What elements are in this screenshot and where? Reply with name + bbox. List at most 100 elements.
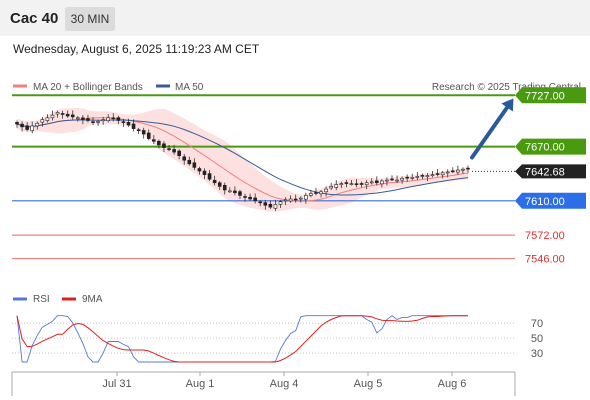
candle-body: [55, 112, 60, 115]
top-bar: Cac 40 30 MIN: [0, 0, 590, 36]
rsi-line: [16, 315, 468, 363]
current-price-label: 7642.68: [525, 166, 565, 178]
level-label-bg-target-2: [515, 87, 586, 104]
candle-body: [253, 197, 257, 202]
candle-body: [197, 168, 202, 172]
candle-body: [380, 180, 384, 185]
candle-body: [35, 122, 40, 127]
candle-body: [45, 117, 50, 121]
candle-body: [319, 191, 323, 195]
candle-body: [65, 113, 70, 117]
legend-label-ma50: MA 50: [175, 82, 204, 93]
candle-body: [263, 202, 268, 206]
x-tick-label: Aug 4: [270, 378, 299, 390]
candle-body: [157, 140, 161, 146]
candle-body: [192, 162, 197, 168]
candle-body: [324, 188, 328, 193]
candle-body: [273, 204, 278, 209]
candle-body: [369, 181, 374, 184]
candle-body: [91, 121, 95, 123]
candle-body: [415, 176, 420, 178]
candle-body: [121, 121, 126, 123]
candle-body: [182, 156, 187, 161]
candle-body: [339, 183, 344, 185]
rsi-level-label: 50: [531, 333, 543, 345]
candle-body: [60, 113, 65, 115]
forecast-arrow-shaft: [470, 101, 512, 160]
level-label-pivot: 7610.00: [525, 196, 565, 208]
candle-body: [420, 175, 425, 177]
level-label-target-1: 7670.00: [525, 142, 565, 154]
rsi-ma-line: [16, 315, 468, 363]
legend-label-ma20: MA 20 + Bollinger Bands: [33, 82, 143, 93]
level-label-bg-pivot: [515, 192, 586, 209]
candle-body: [450, 170, 455, 173]
candle-body: [86, 118, 90, 121]
candle-body: [293, 198, 298, 201]
candle-body: [258, 201, 263, 204]
bollinger-band: [17, 108, 468, 212]
candle-body: [298, 197, 303, 200]
x-tick-label: Aug 6: [438, 378, 467, 390]
candle-body: [400, 177, 404, 181]
candle-body: [410, 177, 415, 179]
candle-body: [405, 176, 409, 179]
rsi-level-label: 70: [531, 318, 543, 330]
candle-body: [344, 182, 349, 184]
candle-body: [456, 169, 460, 173]
candle-body: [70, 114, 75, 118]
candle-body: [374, 180, 379, 184]
candle-body: [217, 182, 222, 187]
candle-body: [243, 196, 247, 198]
candle-body: [248, 196, 252, 200]
level-label-bg-target-1: [515, 138, 586, 155]
candle-body: [207, 173, 212, 180]
chart-datetime: Wednesday, August 6, 2025 11:19:23 AM CE…: [13, 42, 260, 56]
candle-body: [364, 182, 369, 186]
candle-body: [309, 193, 313, 196]
candle-body: [177, 150, 181, 157]
candle-body: [126, 122, 131, 126]
candle-body: [106, 117, 111, 121]
candle-body: [76, 117, 80, 120]
candle-body: [30, 125, 35, 131]
candle-body: [141, 130, 146, 135]
candle-body: [15, 122, 19, 125]
timeframe-button[interactable]: 30 MIN: [65, 7, 115, 31]
candle-body: [314, 192, 318, 194]
x-tick-label: Aug 5: [354, 378, 383, 390]
candle-body: [25, 125, 29, 130]
candle-body: [212, 179, 217, 184]
symbol-title: Cac 40: [10, 10, 59, 27]
candle-body: [101, 119, 105, 121]
current-price-label-bg: [515, 164, 586, 179]
candle-body: [146, 132, 151, 139]
candle-body: [116, 117, 121, 121]
candle-body: [430, 174, 435, 176]
candle-body: [435, 173, 440, 175]
candle-body: [268, 203, 273, 208]
x-tick-label: Jul 31: [102, 378, 131, 390]
candle-body: [111, 117, 116, 120]
rsi-level-label: 30: [531, 348, 543, 360]
level-label-target-2: 7727.00: [525, 90, 565, 102]
level-label-support-2: 7546.00: [525, 254, 565, 266]
candle-body: [445, 171, 450, 174]
candle-body: [440, 172, 445, 176]
candle-body: [20, 123, 24, 128]
candle-body: [461, 168, 465, 171]
candle-body: [172, 149, 176, 153]
candle-body: [167, 148, 171, 150]
candle-body: [131, 123, 136, 129]
copyright-text: Research © 2025 Trading Central: [432, 82, 581, 93]
ma50-line: [16, 119, 469, 196]
candle-body: [50, 114, 55, 119]
candle-body: [96, 121, 100, 123]
candle-body: [162, 143, 166, 148]
candle-body: [359, 183, 364, 185]
candle-body: [349, 183, 354, 185]
candle-body: [233, 190, 237, 193]
candle-body: [187, 159, 192, 165]
candle-body: [354, 183, 359, 185]
